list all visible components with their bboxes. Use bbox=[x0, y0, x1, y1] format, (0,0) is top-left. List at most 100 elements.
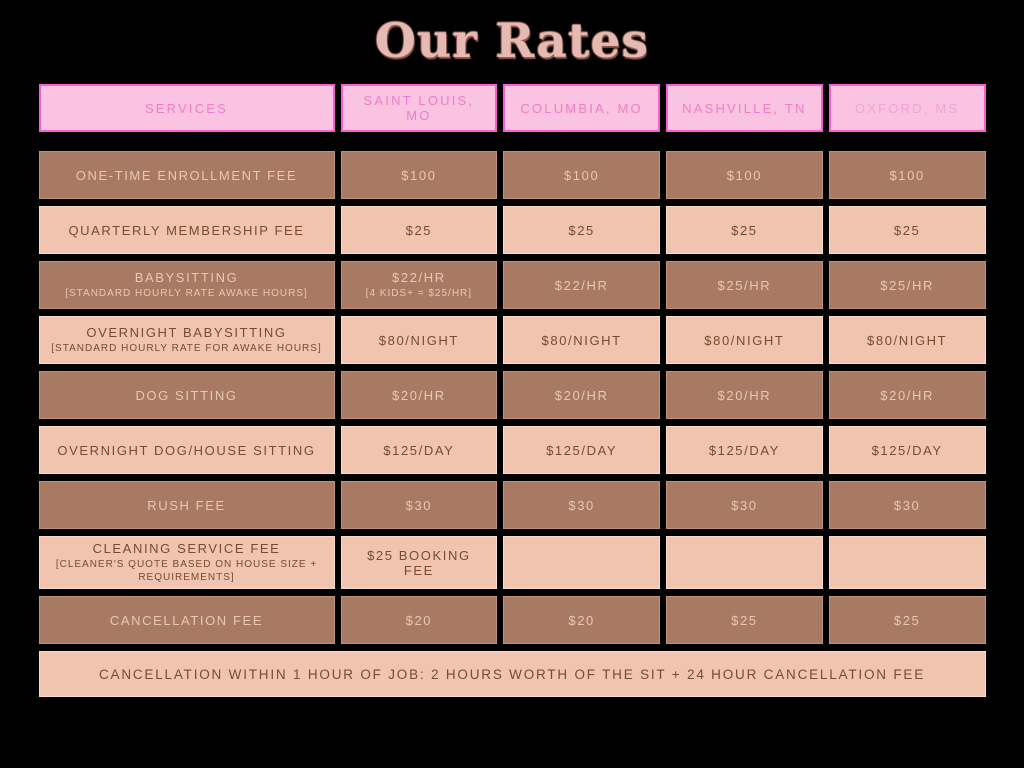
price-cell: $125/DAY bbox=[503, 426, 660, 474]
service-label: BABYSITTING bbox=[134, 270, 239, 285]
price-label: $30 bbox=[731, 497, 758, 513]
price-label: $80/NIGHT bbox=[378, 332, 459, 348]
price-cell: $30 bbox=[666, 481, 823, 529]
service-cell: RUSH FEE bbox=[38, 481, 335, 529]
price-cell: $100 bbox=[340, 151, 498, 199]
price-cell: $100 bbox=[503, 151, 660, 199]
price-label: $22/HR bbox=[392, 270, 446, 285]
service-label: CANCELLATION FEE bbox=[109, 612, 264, 628]
price-cell bbox=[828, 536, 986, 589]
price-label: $25 bbox=[731, 222, 758, 238]
price-label: $125/DAY bbox=[708, 442, 780, 458]
service-cell: ONE-TIME ENROLLMENT FEE bbox=[38, 151, 335, 199]
price-label: $80/NIGHT bbox=[541, 332, 622, 348]
price-cell: $125/DAY bbox=[666, 426, 823, 474]
price-label: $25 BOOKING FEE bbox=[367, 547, 471, 578]
price-cell: $80/NIGHT bbox=[828, 316, 986, 364]
cancellation-policy-banner: CANCELLATION WITHIN 1 HOUR OF JOB: 2 HOU… bbox=[38, 651, 986, 697]
price-cell: $125/DAY bbox=[340, 426, 498, 474]
price-label: $125/DAY bbox=[546, 442, 618, 458]
header-row: SERVICES SAINT LOUIS, MO COLUMBIA, MO NA… bbox=[38, 84, 986, 132]
service-label: DOG SITTING bbox=[135, 387, 238, 403]
service-label: ONE-TIME ENROLLMENT FEE bbox=[75, 167, 298, 183]
price-cell: $80/NIGHT bbox=[503, 316, 660, 364]
rates-grid: ONE-TIME ENROLLMENT FEE $100 $100 $100 $… bbox=[38, 151, 986, 644]
price-cell: $30 bbox=[340, 481, 498, 529]
price-cell: $20 bbox=[340, 596, 498, 644]
price-cell: $25 bbox=[503, 206, 660, 254]
header-cell-saint-louis: SAINT LOUIS, MO bbox=[340, 84, 498, 132]
service-note: [STANDARD HOURLY RATE AWAKE HOURS] bbox=[65, 288, 308, 299]
price-label: $22/HR bbox=[554, 277, 609, 293]
service-cell: DOG SITTING bbox=[38, 371, 335, 419]
service-label: OVERNIGHT DOG/HOUSE SITTING bbox=[57, 442, 316, 458]
price-cell: $25 bbox=[828, 596, 986, 644]
price-cell: $125/DAY bbox=[828, 426, 986, 474]
service-label: CLEANING SERVICE FEE bbox=[92, 541, 281, 556]
price-label: $100 bbox=[726, 167, 763, 183]
price-label: $25 bbox=[893, 222, 921, 238]
price-label: $25/HR bbox=[880, 277, 934, 293]
price-label: $20/HR bbox=[880, 387, 934, 403]
header-cell-columbia: COLUMBIA, MO bbox=[503, 84, 660, 132]
service-cell: OVERNIGHT BABYSITTING [STANDARD HOURLY R… bbox=[38, 316, 335, 364]
service-label: QUARTERLY MEMBERSHIP FEE bbox=[68, 222, 305, 238]
rates-table: SERVICES SAINT LOUIS, MO COLUMBIA, MO NA… bbox=[38, 84, 986, 697]
price-cell: $25 bbox=[340, 206, 498, 254]
price-label: $30 bbox=[568, 497, 595, 513]
price-cell: $80/NIGHT bbox=[666, 316, 823, 364]
price-cell: $20 bbox=[503, 596, 660, 644]
service-cell: BABYSITTING [STANDARD HOURLY RATE AWAKE … bbox=[38, 261, 335, 309]
price-label: $125/DAY bbox=[871, 442, 943, 458]
price-cell: $25 bbox=[666, 596, 823, 644]
service-cell: CANCELLATION FEE bbox=[38, 596, 335, 644]
header-cell-nashville: NASHVILLE, TN bbox=[666, 84, 823, 132]
header-cell-oxford: OXFORD, MS bbox=[828, 84, 986, 132]
price-cell: $20/HR bbox=[828, 371, 986, 419]
price-cell: $25 bbox=[666, 206, 823, 254]
price-label: $125/DAY bbox=[383, 442, 455, 458]
price-label: $30 bbox=[893, 497, 921, 513]
rates-page: Our Rates SERVICES SAINT LOUIS, MO COLUM… bbox=[38, 14, 986, 697]
price-label: $80/NIGHT bbox=[867, 332, 948, 348]
price-cell: $30 bbox=[828, 481, 986, 529]
price-cell: $30 bbox=[503, 481, 660, 529]
service-note: [CLEANER'S QUOTE BASED ON HOUSE SIZE + R… bbox=[55, 559, 318, 583]
price-label: $25 bbox=[405, 222, 433, 238]
price-cell: $22/HR bbox=[503, 261, 660, 309]
price-cell: $20/HR bbox=[503, 371, 660, 419]
price-cell bbox=[666, 536, 823, 589]
price-label: $20/HR bbox=[717, 387, 772, 403]
price-cell: $100 bbox=[666, 151, 823, 199]
service-label: OVERNIGHT BABYSITTING bbox=[86, 325, 287, 340]
price-label: $25/HR bbox=[717, 277, 772, 293]
price-label: $25 bbox=[893, 612, 921, 628]
price-label: $20 bbox=[568, 612, 595, 628]
price-cell: $20/HR bbox=[340, 371, 498, 419]
page-title: Our Rates bbox=[375, 14, 649, 69]
service-cell: QUARTERLY MEMBERSHIP FEE bbox=[38, 206, 335, 254]
price-label: $20/HR bbox=[554, 387, 609, 403]
price-note: [4 KIDS+ = $25/HR] bbox=[365, 288, 473, 299]
price-cell: $100 bbox=[828, 151, 986, 199]
price-label: $20 bbox=[405, 612, 433, 628]
header-cell-services: SERVICES bbox=[38, 84, 335, 132]
price-label: $20/HR bbox=[392, 387, 446, 403]
price-label: $100 bbox=[401, 167, 437, 183]
price-cell: $25 BOOKING FEE bbox=[340, 536, 498, 589]
price-label: $25 bbox=[731, 612, 758, 628]
price-cell: $25/HR bbox=[666, 261, 823, 309]
price-label: $30 bbox=[405, 497, 433, 513]
price-cell: $22/HR [4 KIDS+ = $25/HR] bbox=[340, 261, 498, 309]
price-cell: $20/HR bbox=[666, 371, 823, 419]
price-label: $100 bbox=[889, 167, 925, 183]
price-cell bbox=[503, 536, 660, 589]
price-cell: $25/HR bbox=[828, 261, 986, 309]
service-cell: CLEANING SERVICE FEE [CLEANER'S QUOTE BA… bbox=[38, 536, 335, 589]
price-label: $80/NIGHT bbox=[704, 332, 785, 348]
service-note: [STANDARD HOURLY RATE FOR AWAKE HOURS] bbox=[51, 343, 322, 354]
service-label: RUSH FEE bbox=[147, 497, 226, 513]
service-cell: OVERNIGHT DOG/HOUSE SITTING bbox=[38, 426, 335, 474]
price-label: $100 bbox=[563, 167, 600, 183]
price-label: $25 bbox=[568, 222, 595, 238]
